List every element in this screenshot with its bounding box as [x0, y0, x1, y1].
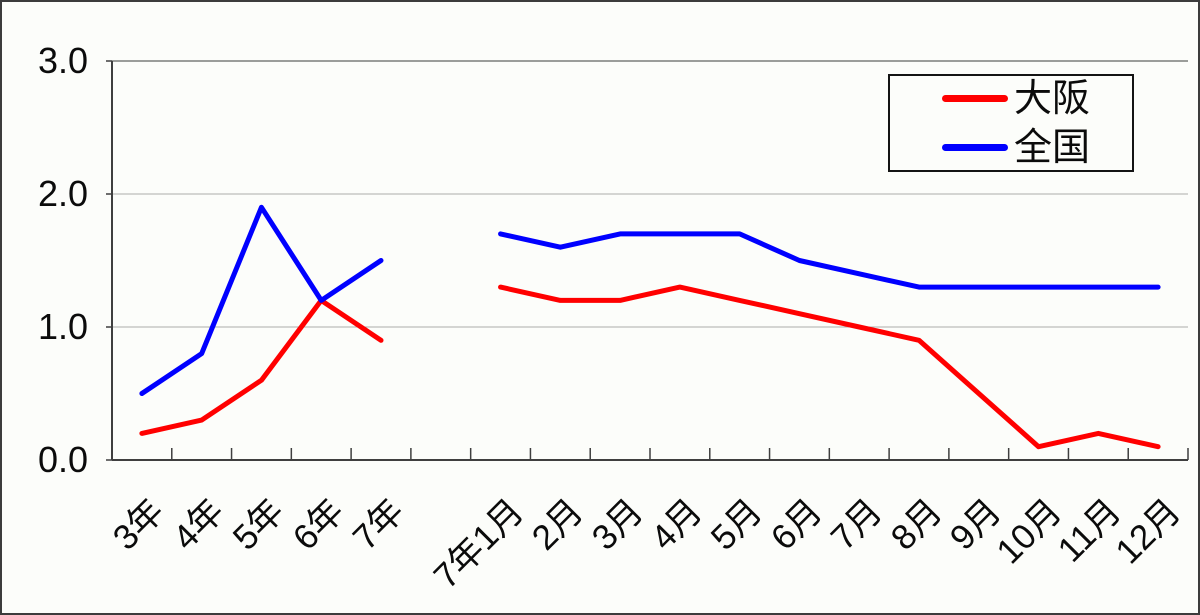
series-line-全国 [139, 204, 384, 396]
legend-label-osaka: 大阪 [1014, 77, 1091, 120]
legend-label-zenkoku: 全国 [1014, 126, 1091, 169]
series-line-大阪 [498, 284, 1161, 450]
legend-item-osaka: 大阪 [942, 79, 1132, 119]
series-line-全国 [498, 231, 1161, 290]
y-tick-label: 1.0 [37, 306, 88, 347]
zenkoku-series-line-swatch [942, 144, 1008, 151]
y-tick-label: 2.0 [37, 173, 88, 214]
y-tick-label: 3.0 [37, 40, 88, 81]
osaka-series-line-swatch [942, 95, 1008, 102]
series-line-大阪 [139, 297, 384, 436]
legend: 大阪 全国 [888, 74, 1134, 172]
legend-item-zenkoku: 全国 [942, 128, 1132, 168]
y-tick-label: 0.0 [37, 439, 88, 480]
